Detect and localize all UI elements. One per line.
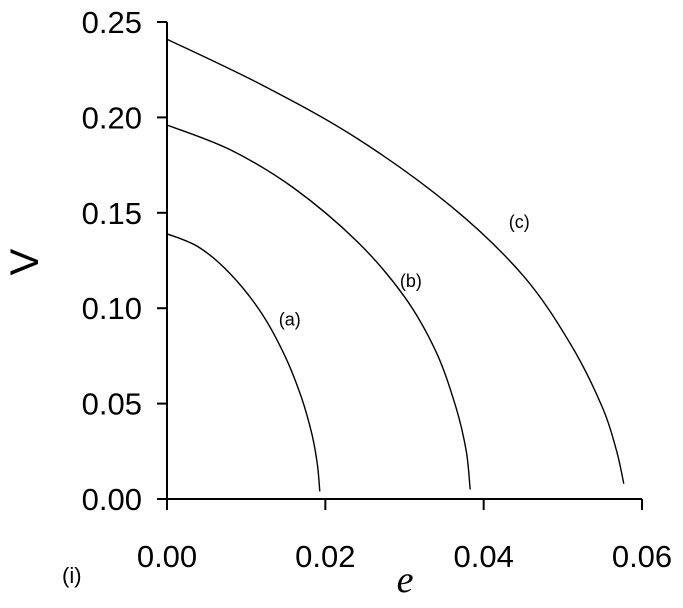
x-tick-label: 0.06 bbox=[612, 539, 672, 574]
curve-series-3 bbox=[166, 38, 625, 484]
curve-series-1 bbox=[166, 233, 321, 492]
x-tick-label: 0.02 bbox=[295, 539, 355, 574]
y-tick-label: 0.20 bbox=[82, 100, 142, 135]
x-axis-label: e bbox=[397, 559, 414, 601]
y-tick-label: 0.05 bbox=[82, 387, 142, 422]
x-axis-ticks: 0.00 0.02 0.04 0.06 bbox=[137, 499, 672, 574]
x-tick-label: 0.00 bbox=[137, 539, 197, 574]
y-tick-label: 0.10 bbox=[82, 291, 142, 326]
y-tick-label: 0.15 bbox=[82, 196, 142, 231]
y-axis-label: V bbox=[3, 248, 47, 275]
y-tick-label: 0.25 bbox=[82, 5, 142, 40]
x-tick-label: 0.04 bbox=[453, 539, 513, 574]
curve-label-series-2: (b) bbox=[400, 271, 422, 291]
curves: (a) (b) (c) bbox=[166, 38, 625, 492]
curve-label-series-1: (a) bbox=[279, 309, 301, 329]
curve-series-2 bbox=[166, 124, 471, 490]
y-tick-label: 0.00 bbox=[82, 482, 142, 517]
curve-label-series-3: (c) bbox=[509, 212, 530, 232]
axes bbox=[166, 22, 642, 500]
y-axis-ticks: 0.00 0.05 0.10 0.15 0.20 0.25 bbox=[82, 5, 167, 517]
panel-label: (i) bbox=[62, 563, 82, 588]
